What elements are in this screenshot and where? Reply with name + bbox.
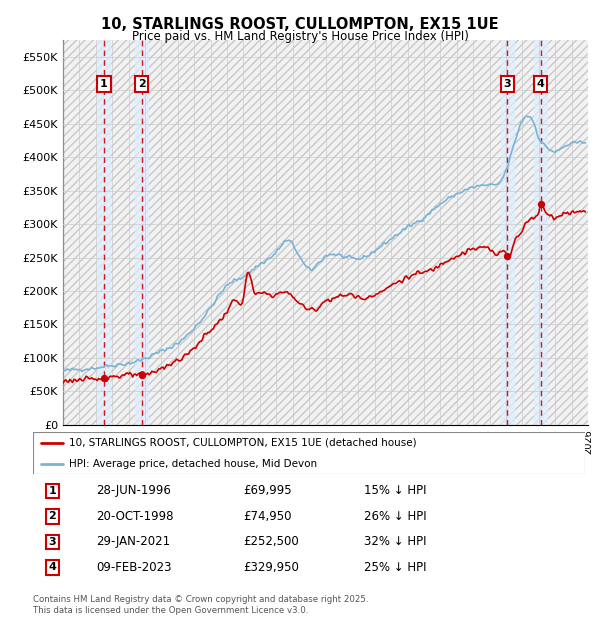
Bar: [534, 40, 547, 425]
Text: 4: 4: [536, 79, 545, 89]
Text: Contains HM Land Registry data © Crown copyright and database right 2025.: Contains HM Land Registry data © Crown c…: [33, 595, 368, 604]
Text: £252,500: £252,500: [243, 536, 299, 549]
Text: 1: 1: [100, 79, 108, 89]
Text: 10, STARLINGS ROOST, CULLOMPTON, EX15 1UE (detached house): 10, STARLINGS ROOST, CULLOMPTON, EX15 1U…: [69, 438, 416, 448]
Point: [99, 373, 109, 383]
Text: 09-FEB-2023: 09-FEB-2023: [97, 561, 172, 574]
Text: £69,995: £69,995: [243, 484, 292, 497]
Point: [137, 370, 146, 379]
Text: 4: 4: [49, 562, 56, 572]
Text: 3: 3: [49, 537, 56, 547]
Point: [536, 199, 545, 209]
Text: This data is licensed under the Open Government Licence v3.0.: This data is licensed under the Open Gov…: [33, 606, 308, 615]
Text: 15% ↓ HPI: 15% ↓ HPI: [364, 484, 427, 497]
Text: 28-JUN-1996: 28-JUN-1996: [97, 484, 172, 497]
Text: 25% ↓ HPI: 25% ↓ HPI: [364, 561, 427, 574]
Text: Price paid vs. HM Land Registry's House Price Index (HPI): Price paid vs. HM Land Registry's House …: [131, 30, 469, 43]
Text: 32% ↓ HPI: 32% ↓ HPI: [364, 536, 427, 549]
Text: 1: 1: [49, 486, 56, 496]
Text: 29-JAN-2021: 29-JAN-2021: [97, 536, 170, 549]
Text: £74,950: £74,950: [243, 510, 291, 523]
Text: 10, STARLINGS ROOST, CULLOMPTON, EX15 1UE: 10, STARLINGS ROOST, CULLOMPTON, EX15 1U…: [101, 17, 499, 32]
Bar: [501, 40, 514, 425]
Text: 20-OCT-1998: 20-OCT-1998: [97, 510, 174, 523]
Point: [502, 251, 512, 261]
Text: 3: 3: [503, 79, 511, 89]
Text: £329,950: £329,950: [243, 561, 299, 574]
Bar: [135, 40, 148, 425]
Text: 26% ↓ HPI: 26% ↓ HPI: [364, 510, 427, 523]
Bar: [97, 40, 110, 425]
Text: 2: 2: [49, 512, 56, 521]
Text: HPI: Average price, detached house, Mid Devon: HPI: Average price, detached house, Mid …: [69, 459, 317, 469]
Text: 2: 2: [138, 79, 146, 89]
